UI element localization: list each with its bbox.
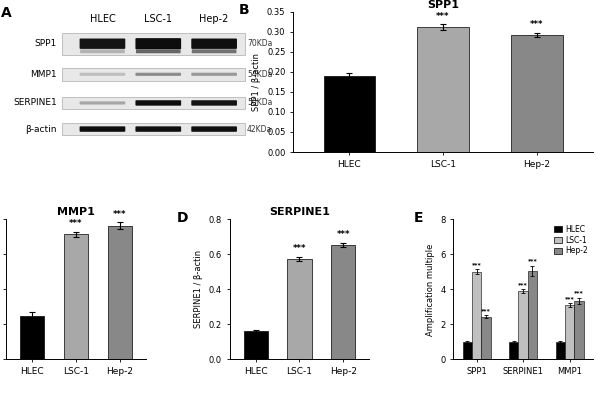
Text: ***: *** (528, 259, 537, 263)
Text: B: B (239, 4, 250, 17)
Title: MMP1: MMP1 (57, 207, 95, 217)
FancyBboxPatch shape (135, 38, 181, 49)
Text: SERPINE1: SERPINE1 (13, 98, 57, 107)
Legend: HLEC, LSC-1, Hep-2: HLEC, LSC-1, Hep-2 (553, 223, 589, 257)
Bar (574, 301, 583, 359)
FancyBboxPatch shape (192, 49, 237, 53)
Bar (565, 305, 574, 359)
Text: 42KDa: 42KDa (247, 124, 273, 134)
Text: ***: *** (69, 219, 83, 228)
FancyBboxPatch shape (80, 49, 125, 53)
FancyBboxPatch shape (80, 39, 125, 49)
Y-axis label: Amplification multiple: Amplification multiple (426, 243, 435, 336)
Y-axis label: SPP1 / β-actin: SPP1 / β-actin (252, 53, 261, 111)
Text: ***: *** (565, 296, 574, 301)
Text: 50KDa: 50KDa (247, 98, 273, 107)
Bar (556, 342, 565, 359)
Bar (244, 331, 268, 359)
FancyBboxPatch shape (80, 73, 125, 76)
Text: Hep-2: Hep-2 (199, 15, 229, 24)
Bar (472, 272, 481, 359)
FancyBboxPatch shape (136, 49, 181, 53)
Bar (20, 316, 44, 359)
Bar (509, 342, 519, 359)
Bar (519, 291, 528, 359)
FancyBboxPatch shape (135, 126, 181, 132)
FancyBboxPatch shape (80, 126, 125, 132)
Text: ***: *** (293, 244, 306, 253)
Text: ***: *** (530, 20, 543, 29)
Text: MMP1: MMP1 (30, 70, 57, 79)
Bar (288, 259, 311, 359)
Text: E: E (414, 211, 423, 225)
FancyBboxPatch shape (191, 100, 237, 106)
FancyBboxPatch shape (191, 126, 237, 132)
Text: 70KDa: 70KDa (247, 39, 273, 48)
Y-axis label: SERPINE1 / β-actin: SERPINE1 / β-actin (194, 250, 203, 328)
FancyBboxPatch shape (80, 102, 125, 105)
FancyBboxPatch shape (62, 123, 244, 135)
Text: D: D (177, 211, 188, 225)
Text: LSC-1: LSC-1 (144, 15, 173, 24)
FancyBboxPatch shape (135, 73, 181, 76)
FancyBboxPatch shape (62, 68, 244, 81)
FancyBboxPatch shape (62, 33, 244, 55)
Bar (323, 76, 375, 152)
Text: ***: *** (574, 290, 584, 295)
Text: A: A (1, 6, 11, 20)
Text: ***: *** (337, 230, 350, 239)
FancyBboxPatch shape (62, 97, 244, 109)
FancyBboxPatch shape (191, 73, 237, 76)
Text: ***: *** (113, 210, 126, 218)
Title: SPP1: SPP1 (427, 0, 459, 10)
Bar (418, 27, 469, 152)
Text: HLEC: HLEC (90, 15, 116, 24)
Text: β-actin: β-actin (25, 124, 57, 134)
Text: ***: *** (518, 282, 528, 287)
Bar (64, 234, 88, 359)
Bar (331, 245, 355, 359)
Text: SPP1: SPP1 (35, 39, 57, 48)
Bar (481, 316, 491, 359)
Text: ***: *** (471, 262, 482, 267)
Bar (108, 226, 132, 359)
Text: ***: *** (436, 12, 450, 21)
Bar (462, 342, 472, 359)
Title: SERPINE1: SERPINE1 (269, 207, 330, 217)
Bar (511, 35, 562, 152)
FancyBboxPatch shape (191, 39, 237, 49)
Bar (528, 271, 537, 359)
Text: ***: *** (481, 308, 491, 313)
Text: 54KDa: 54KDa (247, 70, 273, 79)
FancyBboxPatch shape (135, 100, 181, 106)
